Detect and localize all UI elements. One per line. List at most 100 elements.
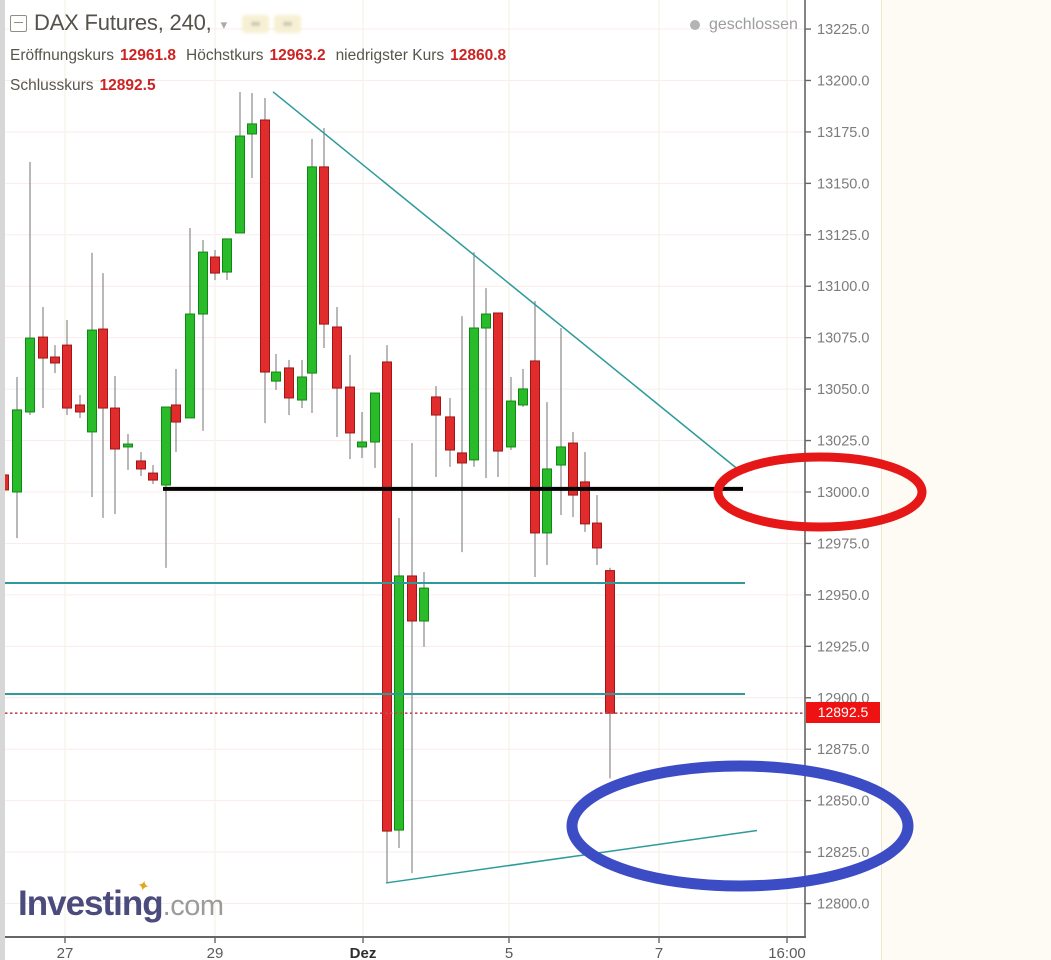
y-tick-label: 12875.0 (817, 742, 869, 758)
x-tick-label: 27 (57, 945, 74, 960)
x-tick-label: 7 (655, 945, 663, 960)
candle-up (198, 251, 208, 315)
y-tick-label: 12850.0 (817, 794, 869, 810)
x-tick-label: Dez (350, 945, 377, 960)
open-value: 12961.8 (119, 47, 176, 64)
low-value: 12860.8 (450, 47, 507, 64)
candle-down (530, 360, 540, 534)
candle-up (506, 400, 516, 448)
candle-up (469, 327, 479, 461)
close-label: Schlusskurs (10, 77, 94, 94)
candle-up (556, 446, 566, 466)
investing-suffix-text: .com (162, 890, 224, 922)
y-tick-label: 12825.0 (817, 845, 869, 861)
candle-down (319, 166, 329, 325)
market-status: geschlossen (690, 16, 798, 34)
investing-watermark: Investing.com ✦ (18, 877, 224, 924)
y-tick-label: 13175.0 (817, 125, 869, 141)
candle-down (148, 472, 158, 481)
chart-header: DAX Futures, 240, ▾ •• •• (10, 10, 302, 36)
candle-down (493, 312, 503, 452)
x-tick-label: 5 (505, 945, 513, 960)
y-tick-label: 13200.0 (817, 73, 869, 89)
last-price-tag: 12892.5 (806, 702, 880, 723)
close-value: 12892.5 (99, 77, 156, 94)
redacted-chip: •• (274, 15, 302, 33)
ohlc-legend-line1: Eröffnungskurs 12961.8 Höchstkurs 12963.2 ni… (10, 47, 516, 65)
candle-down (210, 256, 220, 274)
candle-up (357, 441, 367, 448)
red-ellipse-annotation (713, 452, 927, 532)
redacted-chip: •• (242, 15, 270, 33)
y-tick-label: 12925.0 (817, 639, 869, 655)
low-label: niedrigster Kurs (335, 47, 445, 64)
candle-up (12, 409, 22, 493)
y-tick-label: 13150.0 (817, 176, 869, 192)
market-closed-dot-icon (690, 20, 700, 30)
candle-down (382, 361, 392, 832)
candle-up (247, 123, 257, 135)
candle-up (271, 371, 281, 382)
candle-down (580, 481, 590, 525)
candle-down (136, 460, 146, 470)
candle-up (123, 443, 133, 448)
candle-down (284, 367, 294, 399)
y-tick-label: 13000.0 (817, 485, 869, 501)
candle-down (62, 344, 72, 409)
descending-trendline (272, 91, 739, 470)
y-tick-label: 12975.0 (817, 536, 869, 552)
candle-up (370, 392, 380, 443)
candle-down (50, 356, 60, 364)
x-tick-label: 29 (207, 945, 224, 960)
redacted-badge: •• •• (242, 15, 302, 33)
candle-up (307, 166, 317, 374)
candle-down (568, 442, 578, 496)
candle-up (185, 313, 195, 419)
candle-down (171, 404, 181, 423)
candle-down (332, 326, 342, 389)
chart-title: DAX Futures, 240, (34, 10, 212, 35)
y-tick-label: 13025.0 (817, 434, 869, 450)
investing-brand-text: Investing (18, 884, 164, 923)
candle-down (431, 396, 441, 416)
collapse-chart-icon[interactable] (10, 14, 27, 32)
candle-up (235, 135, 245, 234)
open-label: Eröffnungskurs (10, 47, 114, 64)
y-tick-label: 13075.0 (817, 331, 869, 347)
market-status-label: geschlossen (709, 16, 798, 33)
candle-down (445, 416, 455, 451)
page-edge-strip (0, 0, 5, 960)
candle-down (38, 336, 48, 359)
y-tick-label: 13125.0 (817, 228, 869, 244)
high-label: Höchstkurs (186, 47, 264, 64)
x-tick-label: 16:00 (768, 945, 806, 960)
candle-down (98, 328, 108, 409)
candle-up (542, 468, 552, 534)
candle-up (297, 376, 307, 401)
y-tick-label: 13050.0 (817, 382, 869, 398)
candle-down (457, 452, 467, 464)
candle-down (260, 119, 270, 373)
candle-down (592, 522, 602, 549)
y-tick-label: 12800.0 (817, 897, 869, 913)
candle-up (518, 388, 528, 406)
y-tick-label: 12950.0 (817, 588, 869, 604)
candle-down (345, 386, 355, 434)
ascending-trendline (385, 829, 758, 884)
y-tick-label: 13225.0 (817, 22, 869, 38)
candle-up (481, 313, 491, 329)
chevron-down-icon[interactable]: ▾ (220, 17, 228, 32)
y-tick-label: 13100.0 (817, 279, 869, 295)
candle-up (161, 406, 171, 486)
candle-up (222, 238, 232, 273)
candle-down (605, 570, 615, 714)
high-value: 12963.2 (269, 47, 326, 64)
candle-up (419, 587, 429, 622)
candle-up (87, 329, 97, 433)
ohlc-legend-line2: Schlusskurs 12892.5 (10, 77, 166, 95)
candle-down (407, 575, 417, 622)
candle-down (110, 407, 120, 450)
blue-ellipse-annotation (566, 760, 914, 892)
